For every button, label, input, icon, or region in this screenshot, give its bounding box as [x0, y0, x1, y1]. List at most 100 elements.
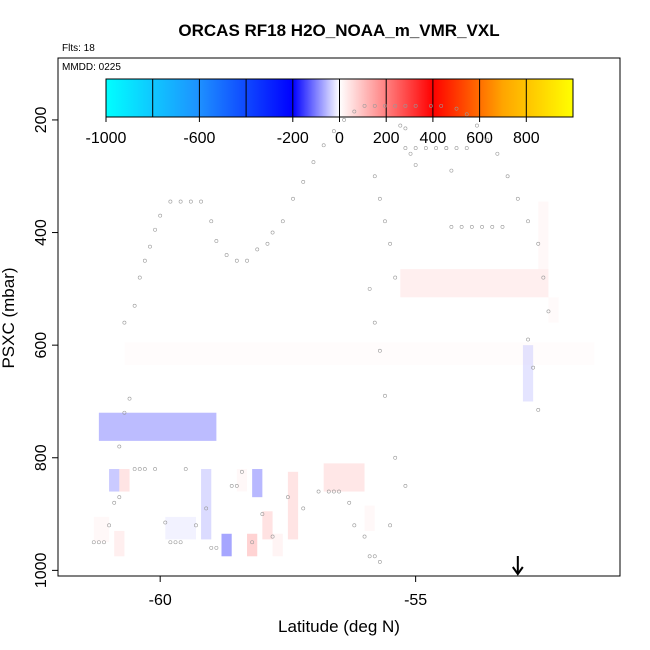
track-point — [526, 219, 530, 224]
track-point — [163, 520, 168, 525]
track-point — [362, 534, 367, 539]
y-tick-label: 800 — [33, 444, 50, 471]
track-point — [413, 103, 418, 108]
colorbar: -1000 -600 -200 0 200 400 600 800 — [86, 78, 574, 147]
track-point — [423, 146, 428, 150]
track-point — [393, 103, 398, 108]
track-point — [398, 123, 403, 128]
track-point — [331, 489, 336, 494]
track-point — [403, 484, 408, 488]
track-point — [234, 258, 239, 263]
x-tick-label: -60 — [149, 592, 172, 609]
track-point — [142, 467, 147, 471]
data-cell — [247, 533, 258, 557]
track-point — [383, 393, 387, 398]
data-cell — [538, 201, 549, 270]
track-point — [393, 455, 398, 460]
track-point — [127, 396, 132, 401]
track-point — [112, 500, 117, 505]
colorbar-tick-label: -200 — [277, 130, 309, 147]
track-point — [454, 146, 459, 150]
track-point — [541, 275, 546, 280]
date-label: MMDD: 0225 — [62, 62, 121, 73]
track-point — [372, 103, 377, 108]
track-point — [153, 227, 157, 232]
track-point — [199, 199, 203, 204]
track-point — [188, 199, 193, 204]
track-point — [347, 500, 352, 505]
track-point — [270, 230, 275, 235]
track-point — [531, 365, 536, 370]
track-point — [536, 408, 541, 412]
track-point — [454, 106, 459, 111]
data-cell — [400, 269, 549, 298]
track-point — [500, 225, 505, 229]
colorbar-tick-label: 200 — [373, 130, 400, 147]
chart-title: ORCAS RF18 H2O_NOAA_m_VMR_VXL — [178, 21, 499, 40]
data-cell — [287, 471, 299, 540]
track-point — [204, 506, 209, 511]
down-arrow-icon — [512, 566, 524, 576]
track-point — [270, 534, 275, 539]
data-cell — [262, 511, 273, 540]
track-point — [505, 174, 510, 179]
data-cells — [93, 201, 595, 557]
track-point — [301, 506, 306, 511]
x-axis: -60 -55 — [149, 576, 427, 609]
data-cell — [124, 342, 595, 365]
track-point — [546, 309, 551, 314]
track-point — [194, 523, 198, 528]
track-point — [372, 174, 377, 179]
data-cell — [364, 505, 375, 531]
track-point — [132, 303, 137, 308]
track-point — [362, 103, 367, 108]
track-point — [122, 410, 127, 415]
track-point — [495, 151, 500, 156]
track-point — [183, 467, 188, 471]
track-point — [413, 163, 418, 167]
track-point — [137, 275, 142, 280]
track-point — [439, 103, 444, 108]
track-point — [91, 540, 96, 545]
data-cell — [98, 412, 217, 441]
colorbar-tick-label: 0 — [335, 130, 344, 147]
track-point — [449, 225, 454, 229]
track-point — [377, 196, 382, 201]
track-point — [240, 469, 244, 474]
track-point — [291, 196, 295, 201]
track-point — [178, 199, 183, 204]
track-point — [255, 247, 260, 252]
data-cell — [93, 516, 110, 543]
track-point — [117, 495, 122, 500]
track-point — [367, 554, 372, 559]
track-point — [245, 258, 249, 263]
track-point — [321, 143, 326, 148]
track-point — [178, 540, 183, 545]
track-point — [475, 123, 479, 128]
track-point — [383, 219, 387, 224]
track-point — [429, 103, 433, 108]
track-point — [526, 337, 530, 342]
flight-track — [91, 103, 551, 564]
track-point — [122, 320, 127, 325]
data-cell — [221, 533, 232, 557]
track-point — [168, 540, 173, 545]
track-point — [383, 103, 387, 108]
track-point — [102, 540, 106, 545]
track-point — [96, 540, 101, 545]
track-point — [229, 484, 234, 488]
track-point — [280, 219, 285, 224]
track-point — [490, 225, 495, 229]
track-point — [214, 239, 219, 243]
track-point — [459, 225, 464, 229]
track-point — [515, 196, 520, 201]
track-point — [434, 146, 438, 150]
track-point — [158, 213, 163, 218]
track-point — [209, 545, 214, 550]
track-point — [372, 554, 377, 559]
track-point — [265, 241, 270, 246]
track-point — [480, 225, 484, 229]
track-point — [469, 225, 474, 229]
colorbar-tick-label: 600 — [466, 130, 493, 147]
